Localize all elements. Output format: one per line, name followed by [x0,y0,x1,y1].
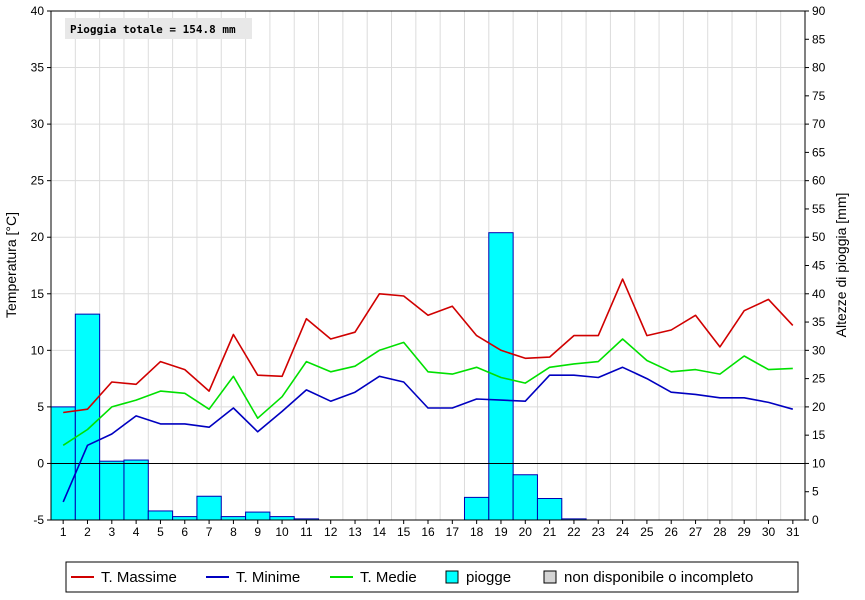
y-left-tick-label: 15 [31,287,45,301]
rain-bar [196,495,222,521]
y-right-tick-label: 50 [812,230,826,244]
legend: T. Massime T. Minime T. Medie piogge non dis… [65,561,799,593]
legend-box [65,561,799,593]
x-tick-label: 31 [786,525,800,539]
x-tick-label: 2 [84,525,91,539]
y-right-tick-label: 0 [812,513,819,527]
y-right-tick-label: 55 [812,202,826,216]
x-tick-label: 15 [397,525,411,539]
y-right-tick-label: 90 [812,4,826,18]
rain-bar [512,474,538,521]
x-tick-label: 24 [616,525,630,539]
rain-bar [172,516,198,521]
y-right-tick-label: 5 [812,485,819,499]
rain-bar [488,232,514,521]
y-left-tick-label: 35 [31,61,45,75]
annotation-box [65,18,252,39]
x-tick-label: 25 [640,525,654,539]
y-right-tick-label: 20 [812,400,826,414]
legend-label: T. Medie [360,569,417,586]
y-right-tick-label: 65 [812,145,826,159]
x-tick-label: 7 [206,525,213,539]
y-left-tick-label: 30 [31,117,45,131]
y-right-tick-label: 45 [812,259,826,273]
rain-bar [245,511,271,521]
x-tick-label: 14 [373,525,387,539]
rain-total-annotation: Pioggia totale = 154.8 mm [70,23,236,36]
x-tick-label: 16 [421,525,435,539]
axis-ticks: -505101520253035400510152025303540455055… [31,4,826,539]
rain-bars [50,232,587,521]
y-right-tick-label: 75 [812,89,826,103]
x-tick-label: 10 [275,525,289,539]
y-right-tick-label: 60 [812,174,826,188]
series-line [62,366,794,503]
rain-bar [463,496,490,521]
x-tick-label: 29 [738,525,752,539]
y-right-tick-label: 10 [812,456,826,470]
y-left-tick-label: 10 [31,343,45,357]
legend-label: T. Minime [236,569,300,586]
y-right-tick-label: 15 [812,428,826,442]
rain-bar [123,459,149,521]
x-tick-label: 17 [446,525,460,539]
legend-swatch-box [445,570,459,584]
rain-bar [220,516,247,521]
x-tick-label: 13 [348,525,362,539]
legend-label: piogge [466,569,511,586]
x-tick-label: 12 [324,525,338,539]
y-left-tick-label: 25 [31,174,45,188]
x-tick-label: 26 [665,525,679,539]
series-line [62,338,793,446]
x-tick-label: 20 [519,525,533,539]
x-tick-label: 19 [494,525,508,539]
rain-bar [269,516,295,521]
x-tick-label: 28 [713,525,727,539]
rain-bar [536,498,563,521]
rain-bar [74,313,101,521]
y-left-tick-label: 40 [31,4,45,18]
y-right-tick-label: 85 [812,32,826,46]
y-right-tick-label: 35 [812,315,826,329]
x-tick-label: 23 [592,525,606,539]
x-tick-label: 3 [108,525,115,539]
rain-bar [99,460,125,521]
y-left-tick-label: 20 [31,230,45,244]
y-right-tick-label: 40 [812,287,826,301]
y-left-tick-label: 5 [37,400,44,414]
x-tick-label: 8 [230,525,237,539]
y-axis-right-label: Altezze di pioggia [mm] [833,193,849,338]
x-tick-label: 21 [543,525,557,539]
y-right-tick-label: 25 [812,372,826,386]
temperature-lines [62,278,794,503]
y-left-tick-label: 0 [37,456,44,470]
x-tick-label: 5 [157,525,164,539]
rain-bar [147,510,174,521]
y-right-tick-label: 70 [812,117,826,131]
x-tick-label: 9 [254,525,261,539]
y-axis-left-label: Temperatura [°C] [3,212,19,318]
y-right-tick-label: 30 [812,343,826,357]
legend-swatch-box [543,570,557,584]
series-line [63,278,794,414]
x-tick-label: 4 [133,525,140,539]
x-tick-label: 30 [762,525,776,539]
plot-background [51,11,805,520]
y-left-tick-label: -5 [33,513,44,527]
x-tick-label: 11 [300,525,313,539]
x-tick-label: 1 [60,525,67,539]
y-right-tick-label: 80 [812,61,826,75]
x-tick-label: 27 [689,525,703,539]
x-tick-label: 18 [470,525,484,539]
x-tick-label: 6 [181,525,188,539]
legend-label: T. Massime [101,569,177,586]
x-tick-label: 22 [567,525,581,539]
legend-label: non disponibile o incompleto [564,569,753,586]
